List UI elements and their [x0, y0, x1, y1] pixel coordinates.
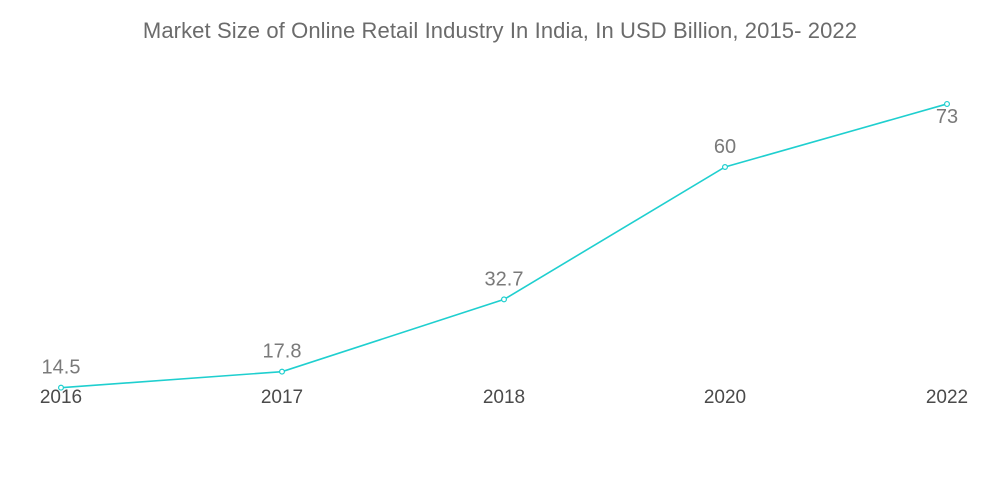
- series-layer: [57, 100, 950, 391]
- data-label-2020: 60: [714, 136, 736, 158]
- data-label-2017: 17.8: [263, 341, 302, 363]
- data-label-2022: 73: [936, 106, 958, 128]
- data-label-2018: 32.7: [485, 268, 524, 290]
- chart-title: Market Size of Online Retail Industry In…: [142, 18, 858, 43]
- x-tick-label-2022: 2022: [926, 387, 968, 408]
- data-point-2017: [279, 368, 286, 375]
- x-tick-label-2017: 2017: [261, 387, 303, 408]
- data-label-layer: 14.5 17.8 32.7 60 73: [42, 106, 959, 379]
- x-tick-label-2018: 2018: [483, 387, 525, 408]
- data-point-2016: [57, 384, 64, 391]
- data-point-2020: [721, 164, 728, 171]
- x-tick-label-2016: 2016: [40, 387, 82, 408]
- data-point-2018: [501, 296, 508, 303]
- data-label-2016: 14.5: [42, 357, 81, 379]
- data-point-2022: [943, 100, 950, 107]
- x-tick-label-2020: 2020: [704, 387, 746, 408]
- x-axis-ticks: 2016 2017 2018 2020 2022: [40, 387, 968, 408]
- series-line: [60, 103, 948, 389]
